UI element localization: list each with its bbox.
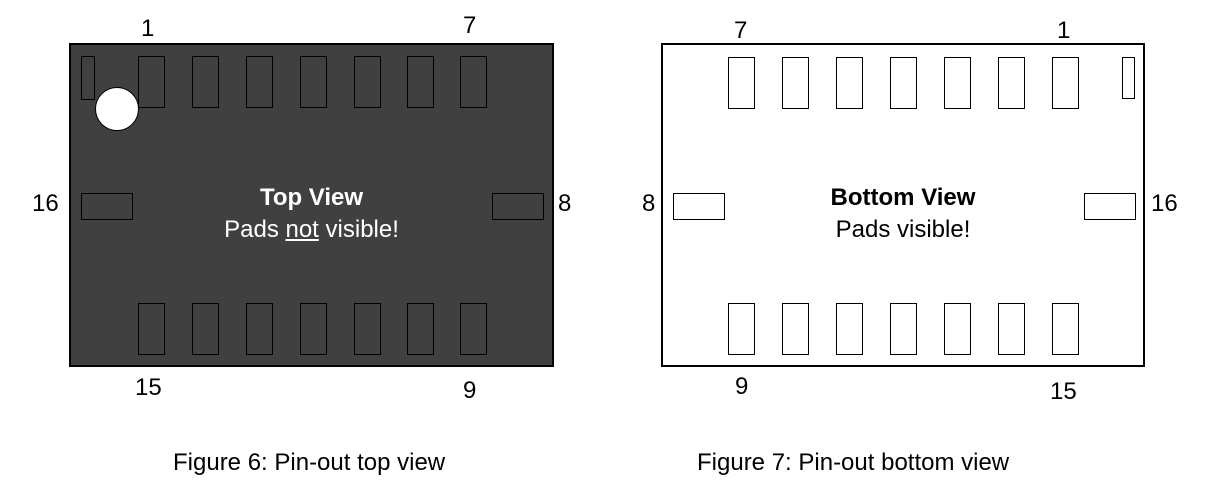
top-view-pin-label-left: 16 (32, 190, 59, 217)
top-view-pin-label-top-left: 1 (141, 15, 155, 42)
pin1-indicator-dot (95, 87, 139, 131)
top-view-pin-label-top-right: 7 (463, 12, 477, 39)
pad (944, 303, 971, 355)
bottom-view-pin-label-bottom-right: 15 (1050, 378, 1077, 405)
figure-6-caption: Figure 6: Pin-out top view (173, 449, 446, 476)
bottom-view-pin-label-top-right: 1 (1057, 17, 1071, 44)
pad (246, 303, 273, 355)
pad (836, 303, 863, 355)
top-view-subtitle: Pads not visible! (71, 214, 552, 246)
pad (354, 56, 381, 108)
pin1-marker-pad (1122, 57, 1135, 99)
pad (192, 56, 219, 108)
pad (836, 57, 863, 109)
pad (1052, 303, 1079, 355)
pad (492, 193, 544, 220)
pad (300, 303, 327, 355)
pad (890, 57, 917, 109)
pad (246, 56, 273, 108)
pad (1052, 57, 1079, 109)
bottom-view-pin-label-top-left: 7 (734, 17, 748, 44)
bottom-view-title: Bottom View (830, 184, 976, 211)
pad (460, 303, 487, 355)
top-view-package: Top View Pads not visible! (69, 43, 554, 367)
pad (300, 56, 327, 108)
pad (782, 57, 809, 109)
bottom-view-subtitle: Pads visible! (835, 216, 971, 243)
pin1-marker-pad (81, 56, 95, 100)
bottom-view-pin-label-bottom-left: 9 (735, 373, 749, 400)
pad (944, 57, 971, 109)
pad (354, 303, 381, 355)
subtitle-emphasis: not (285, 216, 319, 243)
bottom-view-package: Bottom View Pads visible! (661, 43, 1145, 367)
pad (407, 56, 434, 108)
top-view-pin-label-bottom-left: 15 (135, 374, 162, 401)
bottom-view-pin-label-right: 16 (1151, 190, 1178, 217)
pad (460, 56, 487, 108)
subtitle-part: Pads (224, 216, 286, 243)
pad (998, 57, 1025, 109)
figure-7-caption: Figure 7: Pin-out bottom view (697, 449, 1010, 476)
pad (1084, 193, 1136, 220)
pad (81, 193, 133, 220)
pad (192, 303, 219, 355)
top-view-pin-label-right: 8 (558, 190, 572, 217)
top-view-pin-label-bottom-right: 9 (463, 377, 477, 404)
pad (890, 303, 917, 355)
pad (673, 193, 725, 220)
pad (998, 303, 1025, 355)
bottom-view-text: Bottom View Pads visible! (663, 182, 1143, 246)
pad (728, 303, 755, 355)
pad (138, 303, 165, 355)
pad (782, 303, 809, 355)
pad (728, 57, 755, 109)
top-view-title: Top View (259, 184, 364, 211)
subtitle-part: visible! (318, 216, 399, 243)
pad (407, 303, 434, 355)
top-view-text: Top View Pads not visible! (71, 182, 552, 246)
bottom-view-pin-label-left: 8 (642, 190, 656, 217)
pad (138, 56, 165, 108)
